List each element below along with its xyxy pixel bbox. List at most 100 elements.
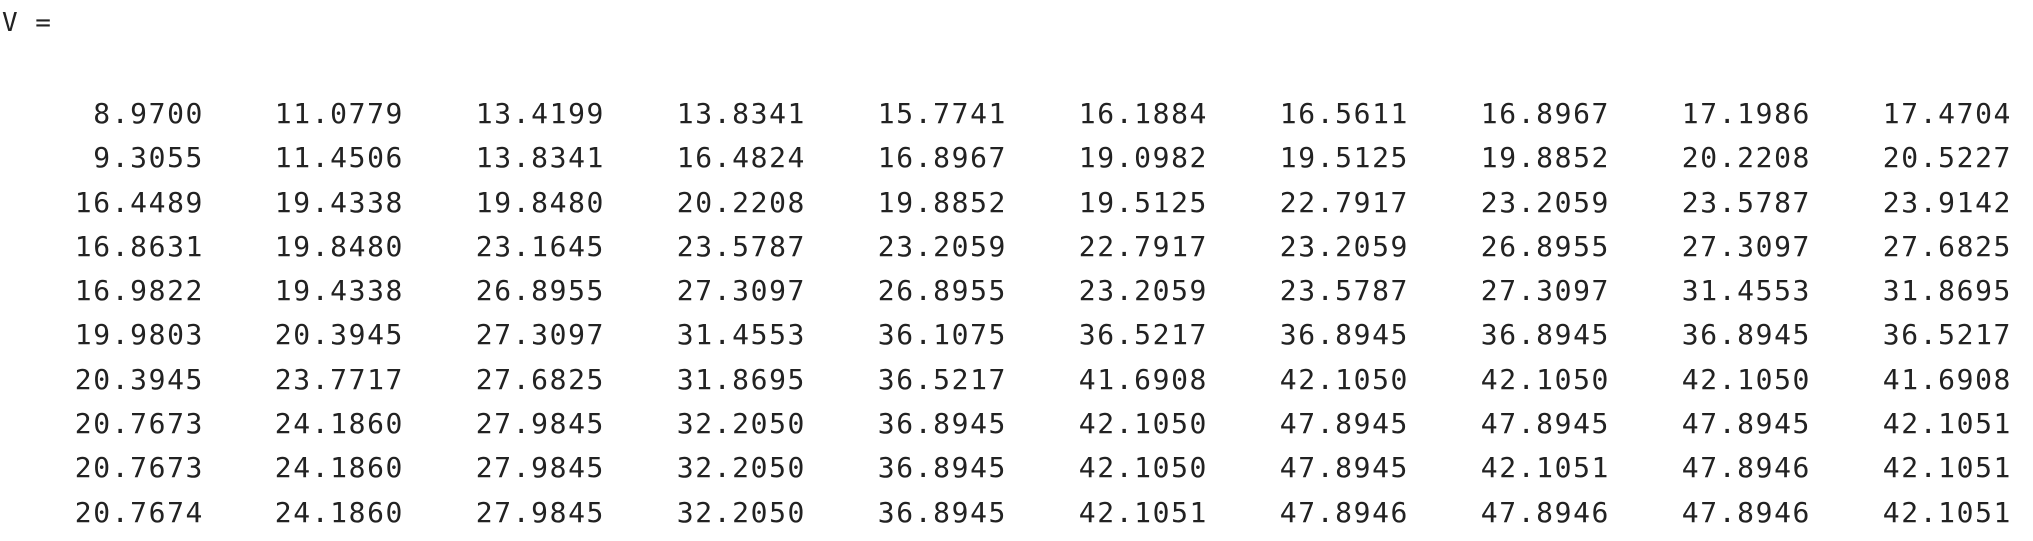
matrix-cell: 16.1884 xyxy=(1078,97,1208,130)
matrix-cell: 42.1051 xyxy=(1882,451,2012,485)
matrix-cell: 27.3097 xyxy=(1480,274,1610,308)
matrix-cell: 27.6825 xyxy=(475,362,605,396)
matrix-cell: 27.9845 xyxy=(475,495,605,529)
matrix-cell: 23.2059 xyxy=(1279,229,1409,263)
matrix-cell: 20.5227 xyxy=(1882,141,2012,175)
matrix-cell: 15.7741 xyxy=(877,97,1007,130)
matrix-cell: 41.6908 xyxy=(1078,362,1208,396)
matrix-cell: 22.7917 xyxy=(1078,229,1208,263)
matrix-cell: 42.1050 xyxy=(1480,362,1610,396)
matrix-cell: 13.8341 xyxy=(676,97,806,130)
matrix-cell: 36.5217 xyxy=(1882,318,2012,352)
matrix-cell: 31.8695 xyxy=(1882,274,2012,308)
matrix-cell: 31.4553 xyxy=(1681,274,1811,308)
matrix-cell: 23.2059 xyxy=(1480,185,1610,219)
matrix-cell: 42.1051 xyxy=(1882,407,2012,441)
matrix-cell: 42.1051 xyxy=(1480,451,1610,485)
matrix-cell: 20.7673 xyxy=(74,451,204,485)
matrix-cell: 19.8480 xyxy=(274,229,404,263)
matrix-cell: 27.9845 xyxy=(475,407,605,441)
matrix-cell: 19.9803 xyxy=(74,318,204,352)
matrix-cell: 47.8945 xyxy=(1279,451,1409,485)
matrix-cell: 36.5217 xyxy=(1078,318,1208,352)
matrix-cell: 23.2059 xyxy=(1078,274,1208,308)
matrix-cell: 16.4824 xyxy=(676,141,806,175)
matrix-cell: 47.8946 xyxy=(1681,451,1811,485)
matrix-cell: 20.2208 xyxy=(1681,141,1811,175)
matrix-cell: 42.1050 xyxy=(1078,451,1208,485)
matrix-cell: 47.8945 xyxy=(1480,407,1610,441)
matrix-cell: 19.8480 xyxy=(475,185,605,219)
matrix-cell: 26.8955 xyxy=(1480,229,1610,263)
matrix-cell: 19.5125 xyxy=(1078,185,1208,219)
matrix-cell: 19.4338 xyxy=(274,274,404,308)
matrix-cell: 36.8945 xyxy=(1279,318,1409,352)
matrix-cell: 23.5787 xyxy=(1681,185,1811,219)
matrix-cell: 16.5611 xyxy=(1279,97,1409,130)
matrix-cell: 22.7917 xyxy=(1279,185,1409,219)
matrix-cell: 23.2059 xyxy=(877,229,1007,263)
matrix-cell: 19.0982 xyxy=(1078,141,1208,175)
matrix-cell: 32.2050 xyxy=(676,495,806,529)
matrix-cell: 13.8341 xyxy=(475,141,605,175)
matrix-cell: 16.4489 xyxy=(74,185,204,219)
matrix-cell: 20.3945 xyxy=(274,318,404,352)
matrix-cell: 27.9845 xyxy=(475,451,605,485)
matrix-cell: 47.8946 xyxy=(1480,495,1610,529)
matrix-cell: 27.3097 xyxy=(676,274,806,308)
matrix-cell: 20.2208 xyxy=(676,185,806,219)
matrix-cell: 17.4704 xyxy=(1882,97,2012,130)
matrix-cell: 20.7673 xyxy=(74,407,204,441)
matrix-cell: 20.7674 xyxy=(74,495,204,529)
matrix-cell: 13.4199 xyxy=(475,97,605,130)
matrix-cell: 47.8945 xyxy=(1681,407,1811,441)
matrix-cell: 23.5787 xyxy=(676,229,806,263)
matrix-cell: 32.2050 xyxy=(676,451,806,485)
matrix-cell: 36.8945 xyxy=(877,495,1007,529)
matrix-cell: 47.8945 xyxy=(1279,407,1409,441)
matrix-cell: 31.8695 xyxy=(676,362,806,396)
matrix-cell: 23.7717 xyxy=(274,362,404,396)
matrix-cell: 36.8945 xyxy=(1681,318,1811,352)
matrix-cell: 19.8852 xyxy=(1480,141,1610,175)
variable-name-label: V = xyxy=(2,8,52,38)
matrix-cell: 19.5125 xyxy=(1279,141,1409,175)
matrix-cell: 27.3097 xyxy=(475,318,605,352)
matrix-cell: 47.8946 xyxy=(1279,495,1409,529)
matrix-cell: 11.4506 xyxy=(274,141,404,175)
matrix-cell: 41.6908 xyxy=(1882,362,2012,396)
matrix-cell: 27.6825 xyxy=(1882,229,2012,263)
matrix-cell: 9.3055 xyxy=(93,141,204,175)
matrix-cell: 26.8955 xyxy=(475,274,605,308)
matrix-cell: 27.3097 xyxy=(1681,229,1811,263)
matrix-cell: 42.1050 xyxy=(1681,362,1811,396)
matrix-cell: 11.0779 xyxy=(274,97,404,130)
matrix-cell: 16.8967 xyxy=(877,141,1007,175)
matrix-cell: 24.1860 xyxy=(274,407,404,441)
matrix-cell: 20.3945 xyxy=(74,362,204,396)
matrix-cell: 19.4338 xyxy=(274,185,404,219)
matrix-cell: 32.2050 xyxy=(676,407,806,441)
matrix-cell: 31.4553 xyxy=(676,318,806,352)
matrix-cell: 23.5787 xyxy=(1279,274,1409,308)
matrix-cell: 42.1051 xyxy=(1078,495,1208,529)
matrix-cell: 8.9700 xyxy=(93,97,204,130)
matrix-cell: 17.1986 xyxy=(1681,97,1811,130)
matrix-cell: 47.8946 xyxy=(1681,495,1811,529)
matrix-cell: 36.8945 xyxy=(877,451,1007,485)
matrix-cell: 26.8955 xyxy=(877,274,1007,308)
matrix-cell: 36.1075 xyxy=(877,318,1007,352)
matrix-cell: 42.1050 xyxy=(1078,407,1208,441)
matrix-cell: 24.1860 xyxy=(274,451,404,485)
matrix-cell: 16.8631 xyxy=(74,229,204,263)
matrix-cell: 42.1050 xyxy=(1279,362,1409,396)
matrix-cell: 16.8967 xyxy=(1480,97,1610,130)
matrix-cell: 23.1645 xyxy=(475,229,605,263)
matrix-cell: 24.1860 xyxy=(274,495,404,529)
matrix-cell: 16.9822 xyxy=(74,274,204,308)
matrix-cell: 36.8945 xyxy=(877,407,1007,441)
matrix-cell: 19.8852 xyxy=(877,185,1007,219)
matrix-cell: 23.9142 xyxy=(1882,185,2012,219)
matrix-cell: 42.1051 xyxy=(1882,495,2012,529)
